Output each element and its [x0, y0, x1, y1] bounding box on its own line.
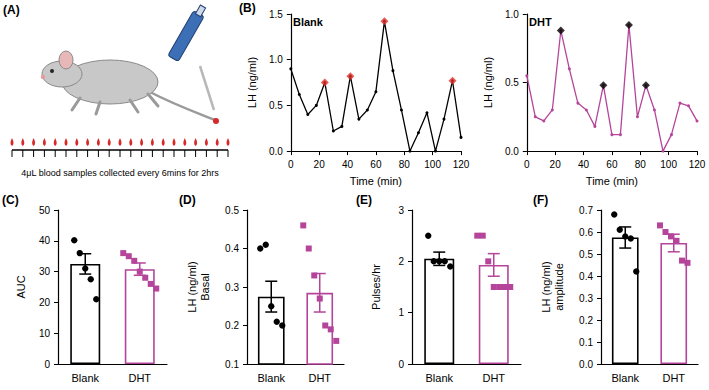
svg-text:1.5: 1.5 — [269, 9, 283, 20]
svg-text:Basal: Basal — [199, 273, 211, 301]
svg-text:Time (min): Time (min) — [350, 175, 402, 187]
svg-text:(A): (A) — [3, 3, 20, 17]
svg-text:20: 20 — [550, 159, 562, 170]
svg-text:60: 60 — [606, 159, 618, 170]
svg-text:120: 120 — [689, 159, 706, 170]
svg-text:Pulses/hr: Pulses/hr — [370, 264, 382, 310]
svg-text:0.0: 0.0 — [505, 146, 519, 157]
svg-text:1.0: 1.0 — [269, 54, 283, 65]
svg-text:3: 3 — [398, 205, 404, 216]
svg-text:0.0: 0.0 — [579, 359, 593, 370]
svg-text:120: 120 — [453, 159, 470, 170]
svg-text:40: 40 — [39, 235, 51, 246]
svg-text:50: 50 — [39, 205, 51, 216]
svg-text:0.7: 0.7 — [579, 205, 593, 216]
svg-text:40: 40 — [342, 159, 354, 170]
svg-text:Blank: Blank — [257, 372, 285, 384]
svg-text:AUC: AUC — [15, 275, 27, 298]
svg-text:2: 2 — [398, 256, 404, 267]
svg-text:0.4: 0.4 — [579, 271, 593, 282]
svg-text:80: 80 — [399, 159, 411, 170]
svg-text:DHT: DHT — [308, 372, 331, 384]
svg-text:Blank: Blank — [71, 372, 99, 384]
svg-text:60: 60 — [370, 159, 382, 170]
svg-text:Blank: Blank — [293, 16, 324, 28]
svg-text:0.5: 0.5 — [269, 100, 283, 111]
svg-text:10: 10 — [39, 328, 51, 339]
svg-text:(E): (E) — [356, 193, 372, 207]
svg-text:LH (ng/ml): LH (ng/ml) — [246, 57, 258, 108]
svg-text:20: 20 — [314, 159, 326, 170]
svg-text:0: 0 — [288, 159, 294, 170]
svg-text:Time (min): Time (min) — [586, 175, 638, 187]
svg-text:amplitude: amplitude — [553, 263, 565, 311]
svg-text:0.1: 0.1 — [579, 337, 593, 348]
svg-text:LH (ng/ml): LH (ng/ml) — [482, 57, 494, 108]
svg-text:(D): (D) — [179, 193, 196, 207]
svg-text:0.3: 0.3 — [225, 282, 239, 293]
svg-text:0: 0 — [44, 359, 50, 370]
svg-text:DHT: DHT — [128, 372, 151, 384]
svg-text:1: 1 — [398, 307, 404, 318]
svg-text:(C): (C) — [2, 193, 19, 207]
svg-text:80: 80 — [635, 159, 647, 170]
svg-text:100: 100 — [660, 159, 677, 170]
svg-text:0: 0 — [524, 159, 530, 170]
svg-text:40: 40 — [578, 159, 590, 170]
svg-text:Blank: Blank — [425, 372, 453, 384]
svg-text:0.5: 0.5 — [505, 77, 519, 88]
svg-text:1.0: 1.0 — [505, 9, 519, 20]
svg-text:0.0: 0.0 — [269, 146, 283, 157]
svg-text:(B): (B) — [239, 1, 256, 15]
svg-text:Blank: Blank — [611, 372, 639, 384]
svg-text:0.3: 0.3 — [579, 293, 593, 304]
svg-text:0.6: 0.6 — [579, 227, 593, 238]
svg-text:(F): (F) — [533, 193, 548, 207]
svg-text:30: 30 — [39, 266, 51, 277]
svg-text:0.2: 0.2 — [579, 315, 593, 326]
svg-text:0.4: 0.4 — [225, 243, 239, 254]
svg-text:LH (ng/ml): LH (ng/ml) — [186, 261, 198, 312]
svg-text:100: 100 — [424, 159, 441, 170]
svg-text:DHT: DHT — [529, 16, 552, 28]
svg-text:DHT: DHT — [662, 372, 685, 384]
svg-text:0: 0 — [398, 359, 404, 370]
svg-text:0.2: 0.2 — [225, 320, 239, 331]
svg-text:LH (ng/ml): LH (ng/ml) — [540, 261, 552, 312]
svg-text:DHT: DHT — [482, 372, 505, 384]
svg-text:0.5: 0.5 — [579, 249, 593, 260]
svg-text:20: 20 — [39, 297, 51, 308]
svg-text:0.5: 0.5 — [225, 205, 239, 216]
svg-text:4μL blood samples collected ev: 4μL blood samples collected every 6mins … — [21, 168, 219, 178]
svg-text:0.1: 0.1 — [225, 359, 239, 370]
